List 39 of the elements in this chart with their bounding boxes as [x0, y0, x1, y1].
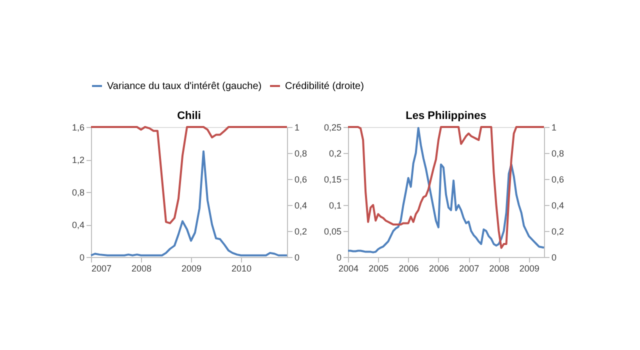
x-tick-label: 2007	[459, 264, 480, 274]
y2-tick-label: 0,8	[552, 148, 564, 158]
x-tick-label: 2008	[489, 264, 510, 274]
y-tick-label: 0,8	[72, 188, 84, 198]
y-tick-label: 0,2	[328, 148, 342, 158]
x-tick-label: 2008	[131, 264, 152, 274]
x-tick-label: 2007	[92, 264, 112, 274]
x-tick-label: 2009	[181, 264, 202, 274]
y-tick-label: 0,25	[324, 122, 342, 132]
x-tick-label: 2004	[338, 264, 359, 274]
y-tick-label: 0	[336, 252, 342, 262]
chart-title: Chili	[177, 110, 201, 122]
y-tick-label: 0,05	[324, 226, 342, 236]
x-tick-label: 2010	[231, 264, 252, 274]
y2-tick-label: 0,4	[294, 200, 308, 210]
y-tick-label: 0,1	[328, 200, 342, 210]
y-tick-label: 1,2	[72, 155, 84, 165]
x-tick-label: 2009	[519, 264, 540, 274]
y-tick-label: 0,15	[324, 174, 342, 184]
y2-tick-label: 0	[552, 252, 557, 262]
line-series	[90, 126, 288, 224]
x-tick-label: 2006	[428, 264, 449, 274]
legend-label: Variance du taux d'intérêt (gauche)	[107, 81, 262, 92]
y2-tick-label: 0,6	[552, 174, 564, 184]
chart-title: Les Philippines	[406, 110, 486, 122]
y-tick-label: 0	[79, 252, 84, 262]
y2-tick-label: 0,8	[294, 148, 308, 158]
y-tick-label: 1,6	[72, 122, 84, 132]
y-tick-label: 0,4	[72, 220, 84, 230]
x-tick-label: 2005	[368, 264, 389, 274]
y2-tick-label: 0	[294, 252, 300, 262]
x-tick-label: 2006	[398, 264, 419, 274]
y2-tick-label: 1	[294, 122, 300, 132]
y2-tick-label: 0,2	[294, 226, 308, 236]
y2-tick-label: 0,6	[294, 174, 308, 184]
legend-label: Crédibilité (droite)	[285, 81, 364, 92]
y2-tick-label: 1	[552, 122, 557, 132]
y2-tick-label: 0,4	[552, 200, 564, 210]
y2-tick-label: 0,2	[552, 226, 564, 236]
